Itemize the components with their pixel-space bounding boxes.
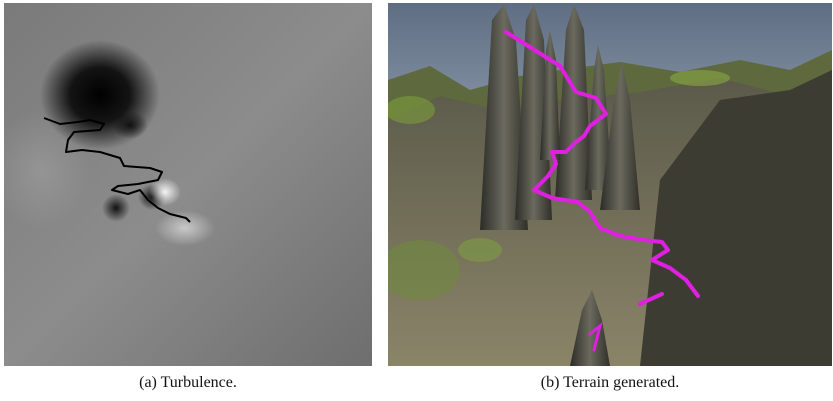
turbulence-image bbox=[0, 3, 372, 366]
figure-images bbox=[0, 0, 833, 370]
figure: (a) Turbulence. (b) Terrain generated. bbox=[0, 0, 833, 401]
caption: (a) Turbulence. bbox=[4, 374, 372, 392]
terrain-image bbox=[380, 3, 832, 366]
caption: (b) Terrain generated. bbox=[388, 374, 832, 392]
